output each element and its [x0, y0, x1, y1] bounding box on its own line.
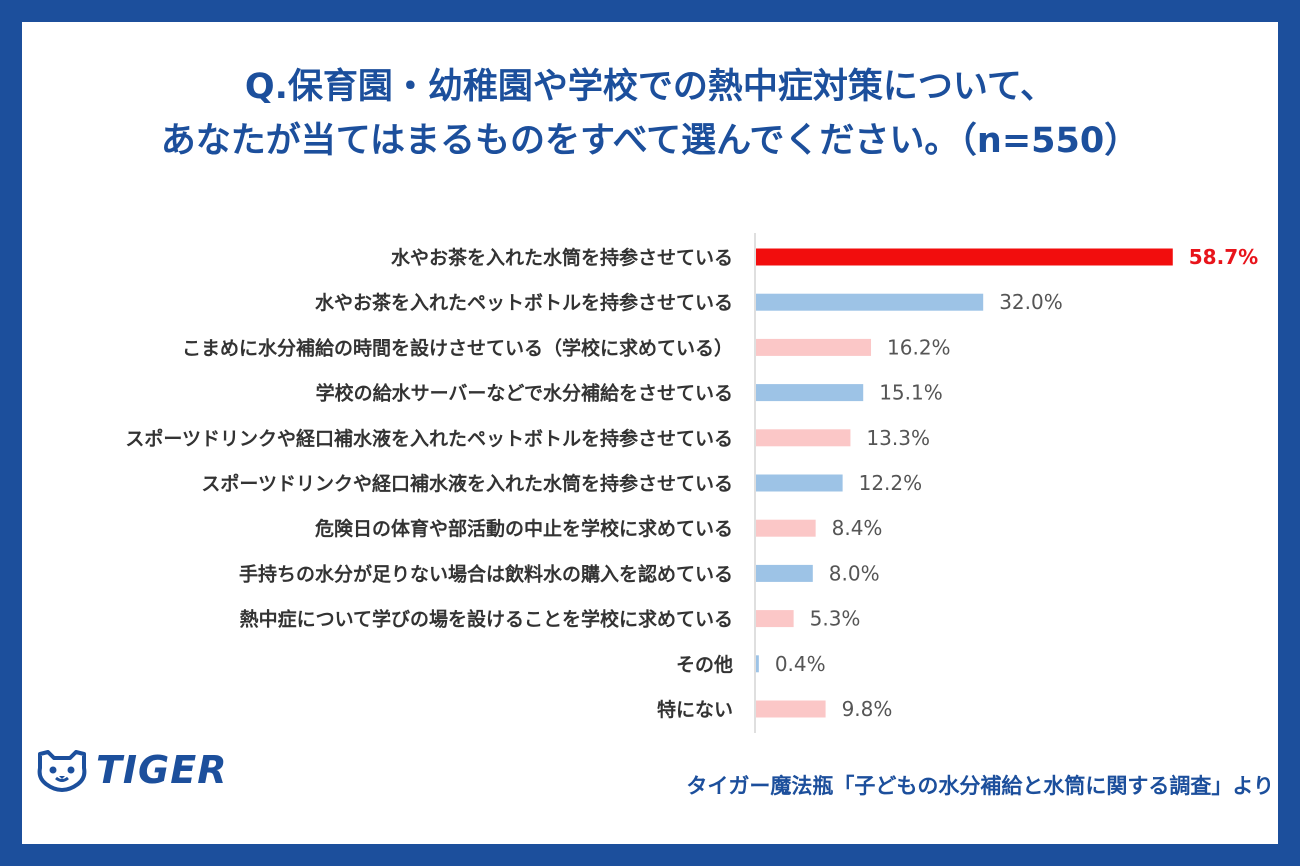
source-note: タイガー魔法瓶「子どもの水分補給と水筒に関する調査」より [686, 774, 1274, 798]
category-label: 学校の給水サーバーなどで水分補給をさせている [316, 382, 733, 405]
category-label: こまめに水分補給の時間を設けさせている（学校に求めている） [182, 336, 733, 359]
category-label: 手持ちの水分が足りない場合は飲料水の購入を認めている [239, 562, 733, 585]
bar [756, 474, 843, 492]
data-label: 9.8% [842, 697, 893, 721]
category-label: 危険日の体育や部活動の中止を学校に求めている [315, 517, 733, 540]
data-label: 0.4% [775, 652, 826, 676]
bar [756, 293, 984, 311]
bar [756, 655, 759, 673]
data-label: 8.0% [829, 561, 880, 585]
data-label: 15.1% [879, 381, 943, 405]
data-label: 8.4% [832, 516, 883, 540]
data-label: 58.7% [1189, 245, 1258, 269]
title-line-2: あなたが当てはまるものをすべて選んでください。（n=550） [160, 121, 1140, 161]
bar [756, 338, 872, 356]
data-label: 13.3% [866, 426, 930, 450]
bar [756, 248, 1173, 266]
category-label: スポーツドリンクや経口補水液を入れた水筒を持参させている [201, 472, 733, 495]
category-label: 特にない [657, 699, 733, 721]
data-label: 5.3% [810, 607, 861, 631]
bar [756, 700, 826, 718]
logo-text: TIGER [96, 748, 228, 792]
category-label: スポーツドリンクや経口補水液を入れたペットボトルを持参させている [125, 427, 733, 450]
bar [756, 384, 864, 402]
chart-card: Q.保育園・幼稚園や学校での熱中症対策について、 あなたが当てはまるものをすべて… [22, 22, 1278, 844]
title-line-1: Q.保育園・幼稚園や学校での熱中症対策について、 [244, 67, 1056, 107]
bar [756, 429, 851, 447]
category-label: 水やお茶を入れた水筒を持参させている [391, 246, 733, 269]
bar [756, 519, 816, 537]
tiger-face-icon [37, 750, 87, 792]
category-label: 熱中症について学びの場を設けることを学校に求めている [240, 608, 733, 631]
data-label: 32.0% [999, 290, 1063, 314]
tiger-logo: TIGER [34, 748, 227, 792]
data-label: 16.2% [887, 335, 951, 359]
category-label: 水やお茶を入れたペットボトルを持参させている [315, 291, 733, 314]
chart-title: Q.保育園・幼稚園や学校での熱中症対策について、 あなたが当てはまるものをすべて… [22, 60, 1278, 168]
bar [756, 564, 813, 582]
data-label: 12.2% [859, 471, 923, 495]
category-label: その他 [676, 653, 733, 676]
bar [756, 610, 794, 628]
